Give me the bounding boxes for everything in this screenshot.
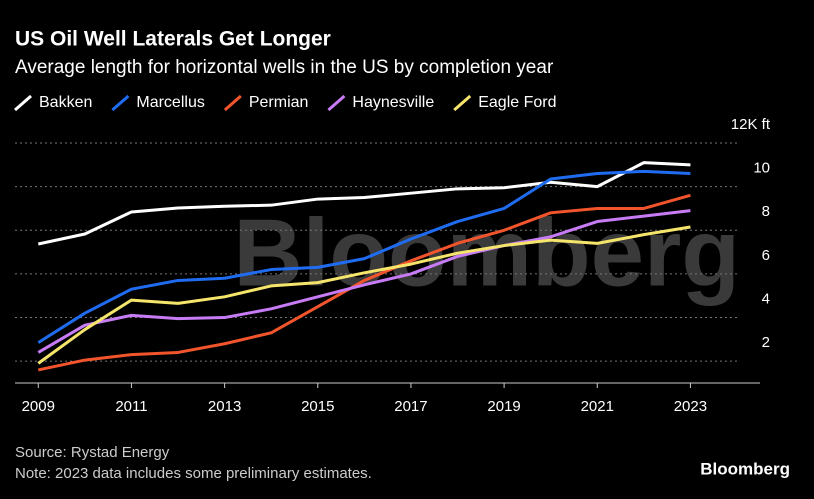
y-tick-label: 2 <box>762 334 770 351</box>
x-tick-label: 2023 <box>674 398 707 415</box>
legend-label: Bakken <box>39 94 92 111</box>
x-tick-label: 2019 <box>487 398 520 415</box>
x-tick-label: 2015 <box>301 398 334 415</box>
legend-swatch <box>223 94 242 112</box>
series-line <box>37 225 691 365</box>
y-tick-label: 12K ft <box>731 116 771 133</box>
y-tick-label: 8 <box>762 203 770 220</box>
x-tick-label: 2013 <box>208 398 241 415</box>
x-tick-label: 2021 <box>581 398 614 415</box>
chart-title: US Oil Well Laterals Get Longer <box>15 28 331 51</box>
series-line <box>37 169 691 344</box>
x-tick-label: 2011 <box>115 398 147 415</box>
legend-swatch <box>453 94 472 112</box>
source: Source: Rystad Energy <box>15 444 170 461</box>
legend-swatch <box>14 94 32 112</box>
brand: Bloomberg <box>700 459 790 478</box>
legend-label: Permian <box>249 94 309 111</box>
legend-swatch <box>327 94 346 112</box>
series-line <box>37 193 691 372</box>
watermark: Bloomberg <box>233 199 740 306</box>
legend-label: Eagle Ford <box>478 94 556 111</box>
legend-label: Marcellus <box>136 94 204 111</box>
legend-label: Haynesville <box>352 94 434 111</box>
legend-swatch <box>111 94 130 112</box>
y-tick-label: 4 <box>762 291 770 308</box>
note: Note: 2023 data includes some preliminar… <box>15 465 372 482</box>
x-tick-label: 2009 <box>22 398 55 415</box>
series-line <box>37 209 691 354</box>
chart-subtitle: Average length for horizontal wells in t… <box>15 57 554 78</box>
y-tick-label: 10 <box>753 160 770 177</box>
series-line <box>37 161 691 246</box>
x-tick-label: 2017 <box>394 398 427 415</box>
y-tick-label: 6 <box>762 247 770 264</box>
